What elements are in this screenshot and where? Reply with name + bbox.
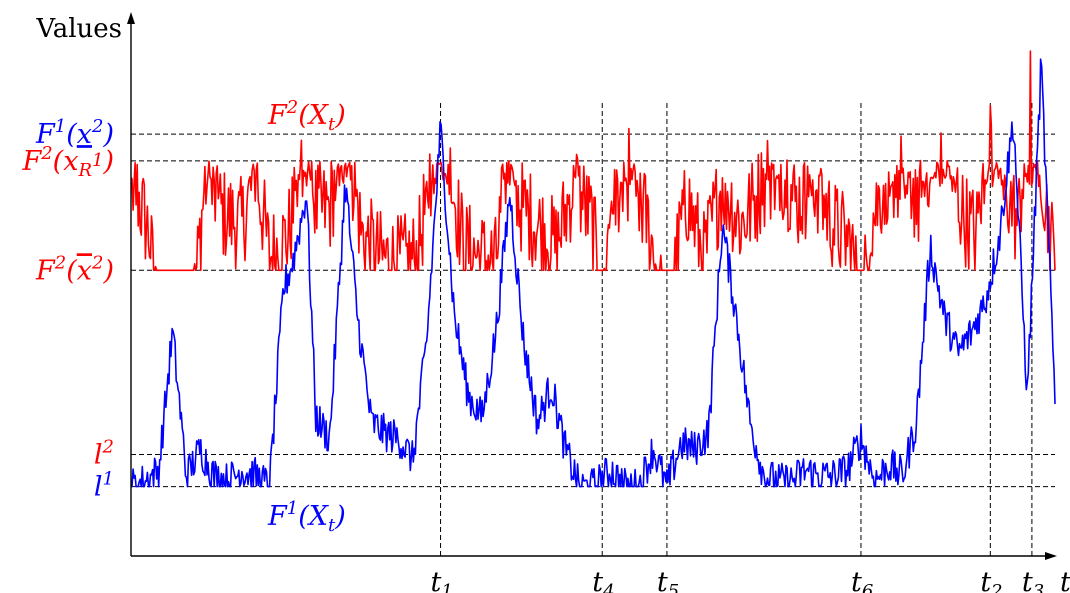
label-part: 1: [441, 581, 452, 593]
label-part: 2: [91, 252, 103, 273]
time-marker-label: t4: [592, 567, 614, 593]
label-part: l: [94, 472, 103, 503]
label-part: 2: [54, 252, 66, 273]
level-label-F2xR1: F2(xR1): [21, 143, 114, 181]
label-part: t: [328, 114, 336, 135]
label-part: (: [298, 501, 310, 532]
label-part: ): [102, 146, 114, 177]
label-part: 3: [1033, 581, 1044, 593]
time-marker-label: t1: [431, 567, 453, 593]
label-part: t: [980, 567, 991, 593]
series-label: F2(Xt): [267, 97, 346, 135]
label-part: R: [77, 160, 92, 181]
time-marker-label: t6: [851, 567, 873, 593]
label-part: F: [267, 100, 288, 131]
label-part: t: [431, 567, 442, 593]
label-part: 1: [287, 498, 298, 519]
label-part: x: [77, 255, 92, 286]
label-part: 1: [92, 150, 103, 171]
time-marker-label: t2: [980, 567, 1002, 593]
label-part: (: [298, 100, 310, 131]
label-part: X: [307, 100, 330, 131]
x-axis-title: t: [1060, 567, 1070, 593]
label-part: 2: [91, 116, 103, 137]
label-part: X: [307, 501, 330, 532]
label-part: (: [66, 255, 78, 286]
time-marker-label: t5: [657, 567, 679, 593]
axes: Values t: [35, 12, 1070, 593]
label-part: 2: [40, 143, 52, 164]
label-part: (: [53, 146, 65, 177]
label-part: 4: [602, 581, 614, 593]
level-label-l2: l2: [94, 437, 114, 471]
series-lines: [130, 50, 1056, 488]
series-line-F2: [130, 50, 1056, 272]
label-part: t: [657, 567, 668, 593]
label-part: t: [592, 567, 603, 593]
label-part: F: [267, 501, 288, 532]
label-part: ): [102, 119, 114, 150]
label-part: ): [334, 100, 346, 131]
label-part: F: [35, 255, 56, 286]
x-axis-arrow-icon: [1045, 552, 1057, 560]
y-axis-title: Values: [35, 14, 122, 44]
label-part: t: [851, 567, 862, 593]
level-label-F2xbar2: F2(x2): [35, 252, 114, 286]
label-part: F: [21, 146, 42, 177]
label-part: 2: [286, 97, 298, 118]
label-part: x: [77, 119, 92, 150]
y-axis-arrow-icon: [127, 12, 135, 24]
series-label: F1(Xt): [267, 498, 346, 536]
label-part: ): [334, 501, 346, 532]
level-label-l1: l1: [94, 469, 114, 503]
label-part: 2: [990, 581, 1002, 593]
level-label-F1x2: F1(x2): [35, 116, 114, 150]
label-part: 5: [668, 581, 679, 593]
label-part: l: [94, 440, 103, 471]
label-part: F: [35, 119, 56, 150]
label-part: 2: [102, 437, 114, 458]
label-part: t: [1022, 567, 1033, 593]
label-part: ): [102, 255, 114, 286]
time-marker-label: t3: [1022, 567, 1044, 593]
label-part: 1: [103, 469, 114, 490]
label-part: t: [328, 515, 336, 536]
series-line-F1: [131, 58, 1056, 488]
label-part: 6: [862, 581, 873, 593]
series-labels: F2(Xt)F1(Xt): [267, 97, 346, 536]
label-part: (: [66, 119, 78, 150]
label-part: 1: [55, 116, 66, 137]
label-part: x: [63, 146, 78, 177]
